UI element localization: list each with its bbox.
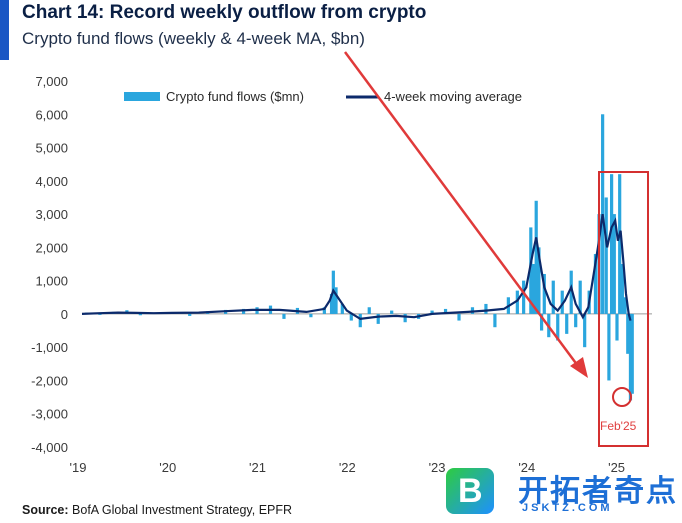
y-tick-label: 1,000 — [35, 274, 68, 289]
y-tick-label: 7,000 — [35, 74, 68, 89]
y-tick-label: -2,000 — [31, 373, 68, 388]
legend-label-ma: 4-week moving average — [384, 89, 522, 104]
red-arrow-head — [570, 357, 588, 378]
highlight-circle — [612, 387, 632, 407]
x-tick-label: '20 — [159, 460, 176, 475]
flow-bar — [560, 290, 564, 314]
chart-subtitle: Crypto fund flows (weekly & 4-week MA, $… — [22, 29, 365, 48]
flow-bar — [537, 247, 541, 314]
legend: Crypto fund flows ($mn) 4-week moving av… — [124, 89, 522, 104]
flow-bar — [376, 313, 380, 324]
flow-bar — [334, 287, 338, 314]
watermark-logo-icon: B — [446, 468, 494, 514]
flow-bar — [628, 313, 633, 401]
flow-bar — [539, 313, 544, 331]
flow-bar — [188, 313, 192, 316]
flow-bar — [329, 293, 334, 314]
flow-bar — [309, 313, 313, 318]
flow-bar — [542, 273, 546, 314]
flow-bar — [620, 264, 624, 314]
flow-bar — [457, 313, 461, 321]
flow-bar — [282, 313, 286, 319]
flow-bar — [138, 313, 142, 316]
legend-label-flows: Crypto fund flows ($mn) — [166, 89, 304, 104]
flow-bar — [367, 307, 371, 314]
flow-bar — [531, 264, 536, 314]
x-tick-label: '25 — [608, 460, 625, 475]
red-arrow — [343, 51, 580, 367]
watermark-name: 开拓者奇点 — [518, 474, 678, 509]
source-label: Source: — [22, 503, 69, 517]
flow-bar — [569, 270, 573, 314]
flow-bar — [623, 297, 627, 314]
x-tick-label: '23 — [429, 460, 446, 475]
y-tick-label: 2,000 — [35, 240, 68, 255]
flow-bar — [551, 280, 555, 314]
watermark: B 开拓者奇点 JSKTZ.COM — [440, 462, 680, 520]
y-tick-label: -3,000 — [31, 407, 68, 422]
watermark-url: JSKTZ.COM — [522, 502, 613, 514]
flow-bar — [578, 280, 582, 314]
flow-bar — [522, 280, 526, 314]
flow-bar — [534, 200, 538, 314]
y-tick-label: -4,000 — [31, 440, 68, 455]
flow-bar — [358, 313, 362, 328]
watermark-logo-letter: B — [458, 472, 483, 510]
source-text: BofA Global Investment Strategy, EPFR — [72, 503, 293, 517]
highlight-box — [598, 171, 649, 447]
flow-bar — [515, 290, 519, 314]
x-tick-label: '24 — [518, 460, 535, 475]
annotations: Feb'25 — [343, 51, 649, 447]
title-accent-bar — [0, 0, 9, 60]
flow-bar — [556, 313, 560, 341]
flow-bars — [84, 114, 634, 401]
flow-bar — [403, 313, 407, 323]
flow-bar — [484, 303, 488, 314]
flow-bar — [574, 313, 578, 328]
flow-bar — [612, 214, 616, 314]
x-tick-label: '19 — [70, 460, 87, 475]
chart-title: Chart 14: Record weekly outflow from cry… — [22, 2, 427, 23]
x-axis: '19 '20 '21 '22 '23 '24 '25 — [70, 460, 626, 475]
legend-swatch-flows — [124, 92, 160, 101]
flow-bar — [565, 313, 569, 334]
flow-bar — [322, 307, 326, 314]
moving-average-line — [81, 213, 632, 321]
x-tick-label: '21 — [249, 460, 266, 475]
y-tick-label: 6,000 — [35, 107, 68, 122]
flow-bar — [583, 313, 587, 348]
flow-bar — [493, 313, 497, 328]
flow-bar — [529, 227, 533, 314]
y-tick-label: 5,000 — [35, 141, 68, 156]
annotation-label: Feb'25 — [600, 419, 637, 433]
flow-bar — [390, 310, 394, 314]
flow-bar — [98, 313, 102, 315]
y-tick-label: 0 — [61, 307, 68, 322]
flow-bar — [630, 313, 634, 394]
flow-bar — [626, 313, 630, 354]
flow-bar — [618, 174, 622, 314]
flow-bar — [430, 310, 434, 314]
y-axis: 7,000 6,000 5,000 4,000 3,000 2,000 1,000 0 -1,0… — [31, 74, 68, 455]
source-line: Source: BofA Global Investment Strategy,… — [22, 503, 292, 517]
flow-bar — [340, 303, 344, 314]
chart-canvas: 7,000 6,000 5,000 4,000 3,000 2,000 1,000 0 -1,0… — [31, 51, 652, 475]
y-tick-label: 4,000 — [35, 174, 68, 189]
flow-bar — [615, 313, 619, 341]
flow-bar — [443, 308, 448, 314]
flow-bar — [604, 197, 608, 314]
y-tick-label: 3,000 — [35, 207, 68, 222]
x-tick-label: '22 — [339, 460, 356, 475]
y-tick-label: -1,000 — [31, 340, 68, 355]
flow-bar — [593, 254, 598, 314]
flow-bar — [607, 313, 611, 381]
flow-bar — [610, 174, 614, 314]
flow-bar — [349, 313, 353, 321]
